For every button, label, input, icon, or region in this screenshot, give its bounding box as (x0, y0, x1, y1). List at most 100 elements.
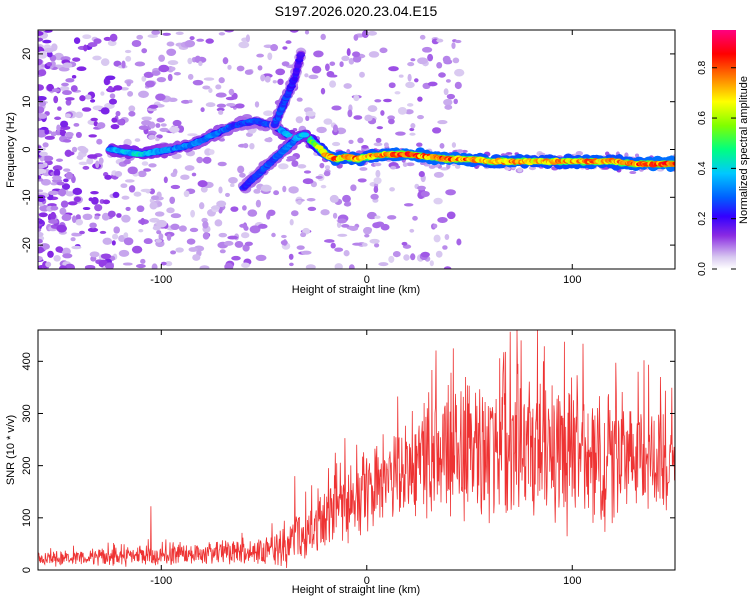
heatmap-cell (72, 57, 81, 62)
heatmap-cell (42, 142, 49, 148)
heatmap-cell (270, 44, 279, 52)
heatmap-cell (436, 38, 444, 43)
heatmap-cell (71, 74, 77, 79)
heatmap-cell (218, 110, 224, 115)
heatmap-cell (57, 106, 62, 111)
heatmap-cell (82, 34, 92, 40)
heatmap-cell (76, 66, 87, 72)
heatmap-cell (208, 149, 215, 155)
heatmap-cell (263, 110, 274, 117)
heatmap-cell (198, 202, 205, 210)
y-tick-label: -20 (21, 237, 33, 253)
heatmap-cell (238, 41, 250, 49)
heatmap-cell (137, 170, 147, 178)
heatmap-cell (111, 117, 118, 123)
heatmap-cell (141, 120, 152, 126)
heatmap-cell (337, 233, 348, 237)
heatmap-cell (407, 73, 412, 82)
chart-title: S197.2026.020.23.04.E15 (275, 3, 438, 19)
heatmap-cell (40, 178, 52, 186)
heatmap-cell (94, 204, 103, 212)
heatmap-cell (141, 116, 152, 121)
heatmap-cell (47, 250, 54, 258)
heatmap-cell (62, 62, 73, 69)
heatmap-cell (58, 188, 67, 197)
heatmap-cell (444, 234, 450, 240)
heatmap-cell (63, 178, 69, 183)
heatmap-cell (168, 97, 178, 102)
heatmap-cell (454, 164, 461, 169)
heatmap-cell (244, 69, 253, 75)
heatmap-cell (78, 161, 88, 166)
heatmap-cell (324, 165, 331, 170)
heatmap-cell (64, 113, 72, 119)
heatmap-cell (147, 107, 157, 112)
heatmap-cell (50, 60, 56, 68)
heatmap-cell (389, 187, 395, 192)
heatmap-cell (159, 127, 169, 132)
heatmap-cell (295, 116, 304, 124)
heatmap-cell (311, 65, 322, 74)
heatmap-cell (346, 48, 351, 57)
heatmap-cell (454, 81, 462, 90)
y-tick-label: 20 (21, 48, 33, 60)
heatmap-cell (296, 97, 303, 102)
heatmap-cell (51, 175, 62, 181)
heatmap-cell (308, 74, 319, 80)
heatmap-cell (158, 233, 164, 241)
heatmap-cell (453, 98, 458, 105)
heatmap-cell (410, 58, 416, 62)
heatmap-cell (403, 203, 414, 207)
heatmap-cell (272, 80, 277, 84)
heatmap-cell (157, 201, 162, 207)
snr-y-label: SNR (10 * v/v) (5, 415, 17, 485)
heatmap-cell (38, 219, 44, 225)
heatmap-cell (414, 78, 419, 83)
colorbar-ticks: 0.0 0.2 0.4 0.6 0.8 (697, 60, 736, 276)
heatmap-cell (332, 212, 338, 219)
spectrogram-y-ticks: -20 -10 0 10 20 (21, 48, 675, 253)
heatmap-cell (374, 243, 380, 248)
heatmap-cell (244, 241, 253, 247)
heatmap-cell (113, 60, 122, 67)
heatmap-cell (438, 72, 446, 78)
heatmap-cell (38, 168, 47, 175)
snr-frame (37, 329, 676, 571)
heatmap-cell (216, 103, 227, 108)
heatmap-cell (170, 213, 182, 219)
heatmap-cell (148, 134, 156, 140)
heatmap-cell (111, 240, 116, 246)
heatmap-cell (291, 160, 299, 167)
heatmap-cell (180, 174, 190, 180)
heatmap-cell (437, 120, 448, 125)
heatmap-cell (387, 215, 397, 220)
heatmap-cell (419, 161, 426, 166)
heatmap-cell (343, 83, 352, 89)
heatmap-cell (224, 262, 234, 269)
heatmap-cell (149, 217, 160, 223)
heatmap-cell (107, 40, 117, 47)
heatmap-cell (296, 245, 305, 250)
heatmap-cell (187, 57, 193, 65)
heatmap-cell (38, 30, 44, 37)
x-tick-label: 100 (563, 575, 581, 587)
heatmap-cell (158, 64, 170, 73)
heatmap-cell (71, 245, 82, 250)
heatmap-cell (124, 179, 135, 183)
heatmap-cell (337, 218, 347, 224)
heatmap-cell (205, 102, 216, 108)
heatmap-cell (401, 241, 408, 246)
heatmap-cell (134, 138, 141, 142)
heatmap-cell (56, 124, 61, 132)
heatmap-cell (112, 191, 120, 199)
heatmap-cell (100, 107, 110, 115)
heatmap-cell (170, 66, 176, 71)
heatmap-cell (383, 142, 389, 148)
heatmap-cell (388, 118, 395, 125)
heatmap-cell (147, 73, 154, 78)
heatmap-cell (123, 159, 131, 165)
heatmap-cell (306, 197, 316, 202)
heatmap-cell (63, 168, 71, 172)
heatmap-cell (70, 237, 76, 242)
heatmap-cell (199, 265, 210, 269)
